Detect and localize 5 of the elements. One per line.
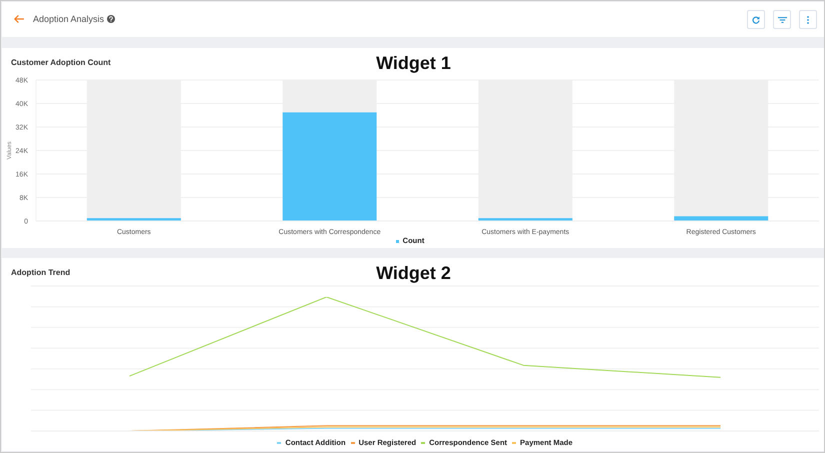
text: Widget 1 xyxy=(376,53,451,73)
text: Widget 2 xyxy=(376,263,451,283)
text: Adoption Analysis xyxy=(33,13,106,25)
chart-title: Customer Adoption Count xyxy=(11,58,111,67)
chart-title: Adoption Trend xyxy=(11,268,70,277)
